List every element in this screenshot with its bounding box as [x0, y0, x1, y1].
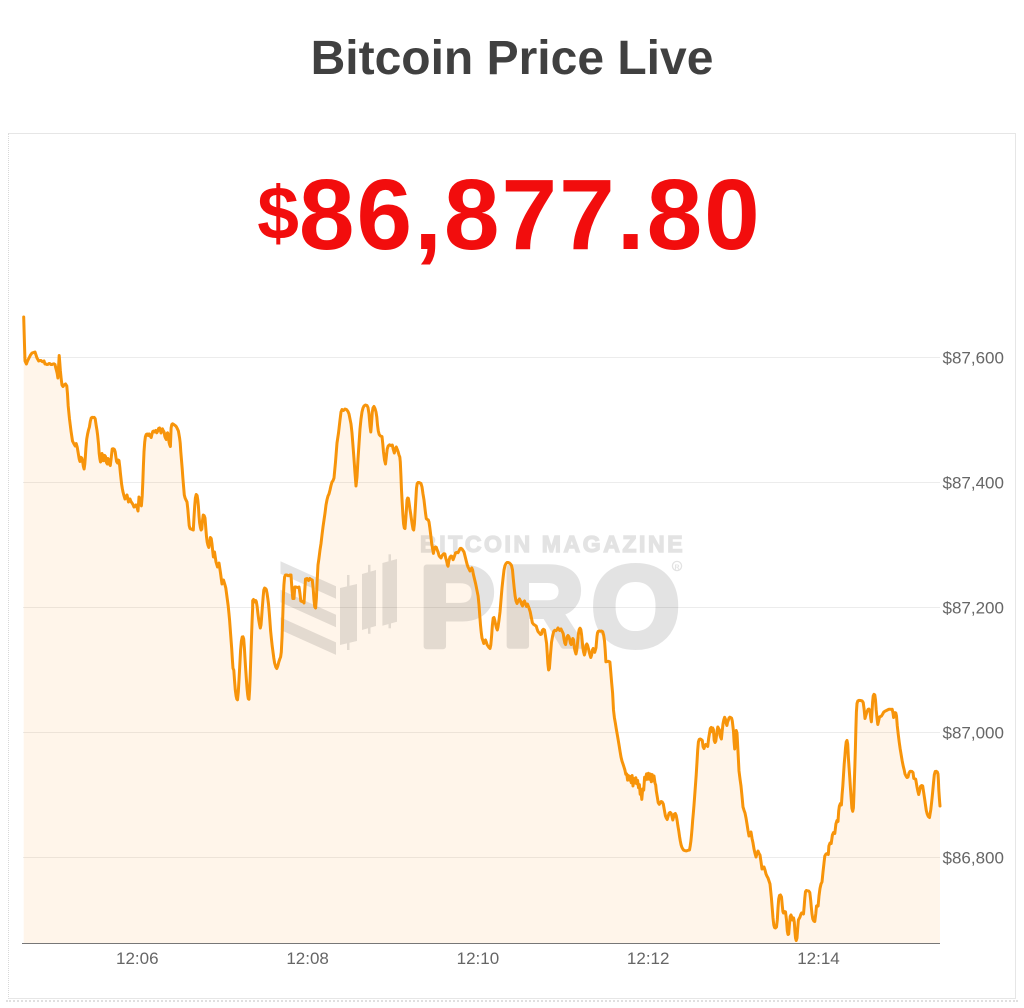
svg-text:12:12: 12:12 — [627, 949, 670, 968]
svg-text:12:10: 12:10 — [457, 949, 500, 968]
svg-text:$87,200: $87,200 — [943, 599, 1004, 618]
svg-text:$87,400: $87,400 — [943, 474, 1004, 493]
svg-text:$87,600: $87,600 — [943, 349, 1004, 368]
svg-text:$87,000: $87,000 — [943, 724, 1004, 743]
svg-text:PRO: PRO — [419, 544, 687, 671]
svg-text:$86,800: $86,800 — [943, 849, 1004, 868]
svg-text:12:06: 12:06 — [116, 949, 159, 968]
svg-text:R: R — [674, 564, 679, 571]
svg-text:12:14: 12:14 — [797, 949, 840, 968]
svg-text:12:08: 12:08 — [286, 949, 329, 968]
